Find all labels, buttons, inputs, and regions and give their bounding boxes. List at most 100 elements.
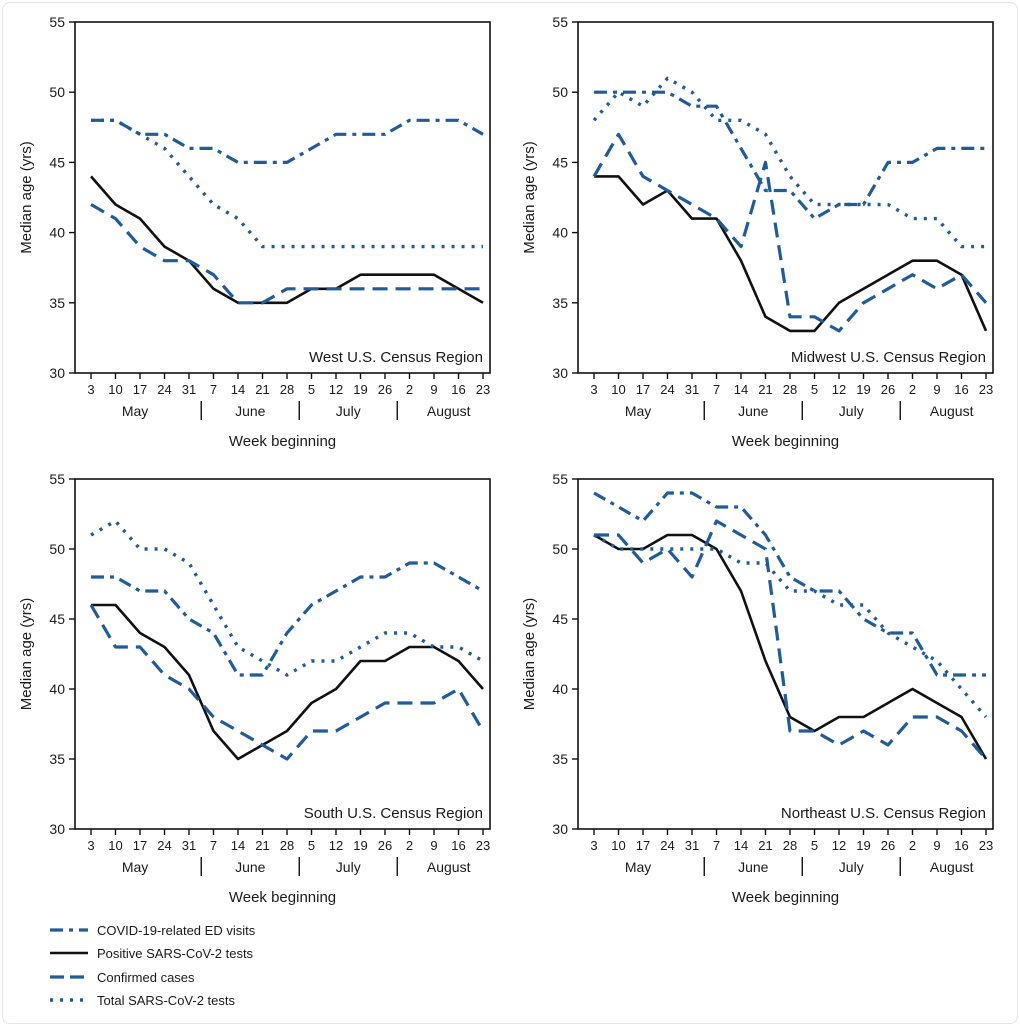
month-label: May [122,403,148,419]
panel-title: West U.S. Census Region [309,349,483,366]
month-label: July [336,403,361,419]
x-tick-label: 26 [378,382,392,397]
series-line-total-tests [90,519,484,677]
y-axis-label: Median age (yrs) [521,141,538,254]
chart-panel-northeast: 30 35 40 45 50 55 3 10 17 24 31 7 14 21 28 5 12 19 26 2 9 16 2… [521,471,994,906]
x-tick-label: 3 [590,838,597,853]
x-tick-label: 16 [954,838,968,853]
month-label: July [336,859,361,875]
x-tick-label: 28 [280,382,294,397]
x-tick-label: 3 [87,382,94,397]
x-tick-label: 28 [783,382,797,397]
month-label: August [930,403,974,419]
x-tick-label: 7 [210,838,217,853]
x-tick-label: 28 [280,838,294,853]
x-tick-label: 19 [353,382,367,397]
x-axis-label: Week beginning [732,433,839,450]
plot-frame [577,478,994,830]
legend-label: COVID-19-related ED visits [97,923,256,938]
x-tick-label: 23 [476,382,490,397]
y-tick-label: 35 [552,295,568,311]
series-line-confirmed-cases [89,604,485,761]
x-tick-label: 31 [182,382,196,397]
x-tick-label: 23 [979,838,993,853]
x-tick-label: 21 [758,382,772,397]
x-axis-label: Week beginning [732,889,839,906]
y-tick-label: 45 [552,154,568,170]
series-line-ed-visits [91,118,484,164]
y-tick-label: 30 [49,365,65,381]
x-tick-label: 9 [430,382,437,397]
y-tick-label: 30 [49,821,65,837]
x-tick-label: 16 [451,838,465,853]
x-tick-label: 26 [378,838,392,853]
series-line-confirmed-cases [594,519,988,761]
x-tick-label: 24 [660,382,674,397]
month-label: June [235,403,266,419]
x-tick-label: 12 [329,838,343,853]
x-tick-label: 3 [590,382,597,397]
series-line-positive-tests [593,533,988,760]
x-tick-label: 31 [685,382,699,397]
series-line-total-tests [592,76,986,249]
y-tick-label: 50 [49,541,65,557]
x-tick-label: 2 [909,838,916,853]
y-tick-label: 55 [49,471,65,487]
x-tick-label: 2 [909,382,916,397]
chart-panel-west: 30 35 40 45 50 55 3 10 17 24 31 7 14 21 28 5 12 19 26 2 9 16 2… [18,14,491,450]
series-line-total-tests [91,118,483,249]
legend-label: Positive SARS-CoV-2 tests [97,946,254,961]
x-tick-label: 12 [832,382,846,397]
month-label: June [738,403,769,419]
month-label: June [738,859,769,875]
legend: COVID-19-related ED visits Positive SARS-… [50,923,256,1008]
series-line-positive-tests [594,175,988,333]
legend-label: Confirmed cases [97,970,195,985]
y-tick-label: 35 [49,751,65,767]
x-tick-label: 17 [133,382,147,397]
x-tick-label: 9 [933,382,940,397]
x-tick-label: 19 [856,382,870,397]
x-tick-label: 5 [811,838,818,853]
x-tick-label: 19 [353,838,367,853]
x-tick-label: 26 [881,382,895,397]
x-tick-label: 5 [308,382,315,397]
month-label: May [625,403,651,419]
x-tick-label: 17 [133,838,147,853]
y-tick-label: 55 [552,14,568,30]
y-tick-label: 35 [552,751,568,767]
x-tick-label: 10 [611,382,625,397]
x-axis-label: Week beginning [229,889,336,906]
x-tick-label: 14 [734,382,748,397]
y-tick-label: 35 [49,295,65,311]
x-tick-label: 24 [157,382,171,397]
y-tick-label: 30 [552,821,568,837]
month-label: July [839,859,864,875]
x-tick-label: 14 [231,838,245,853]
series-line-positive-tests [90,175,484,305]
month-label: August [427,403,471,419]
month-label: August [930,859,974,875]
x-tick-label: 5 [811,382,818,397]
y-tick-label: 45 [49,154,65,170]
x-tick-label: 2 [406,382,413,397]
x-tick-label: 26 [881,838,895,853]
series-line-confirmed-cases [90,203,483,305]
month-label: June [235,859,266,875]
y-tick-label: 50 [552,84,568,100]
x-tick-label: 21 [255,382,269,397]
y-tick-label: 40 [552,681,568,697]
y-axis-label: Median age (yrs) [18,598,35,711]
x-tick-label: 28 [783,838,797,853]
month-label: May [122,859,148,875]
y-tick-label: 40 [49,681,65,697]
y-tick-label: 45 [49,611,65,627]
month-label: July [839,403,864,419]
x-tick-label: 31 [685,838,699,853]
y-tick-label: 40 [552,225,568,241]
y-tick-label: 30 [552,365,568,381]
y-tick-label: 55 [552,471,568,487]
x-tick-label: 21 [758,838,772,853]
